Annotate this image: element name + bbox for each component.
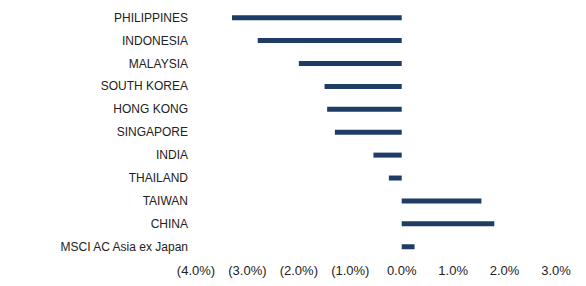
svg-text:1.0%: 1.0% <box>438 263 468 278</box>
svg-text:3.0%: 3.0% <box>541 263 571 278</box>
svg-text:HONG KONG: HONG KONG <box>113 102 188 116</box>
svg-text:INDONESIA: INDONESIA <box>122 34 188 48</box>
svg-text:0.0%: 0.0% <box>387 263 417 278</box>
svg-text:MSCI AC Asia ex Japan: MSCI AC Asia ex Japan <box>61 240 188 254</box>
svg-text:(2.0%): (2.0%) <box>280 263 318 278</box>
svg-text:PHILIPPINES: PHILIPPINES <box>114 11 188 25</box>
svg-text:(3.0%): (3.0%) <box>228 263 266 278</box>
svg-text:INDIA: INDIA <box>156 148 188 162</box>
svg-text:CHINA: CHINA <box>151 217 188 231</box>
svg-text:SINGAPORE: SINGAPORE <box>117 125 188 139</box>
svg-text:(4.0%): (4.0%) <box>177 263 215 278</box>
svg-text:THAILAND: THAILAND <box>129 171 189 185</box>
svg-text:MALAYSIA: MALAYSIA <box>129 57 188 71</box>
svg-text:2.0%: 2.0% <box>490 263 520 278</box>
svg-text:SOUTH KOREA: SOUTH KOREA <box>101 79 188 93</box>
svg-text:(1.0%): (1.0%) <box>331 263 369 278</box>
svg-text:TAIWAN: TAIWAN <box>143 194 188 208</box>
